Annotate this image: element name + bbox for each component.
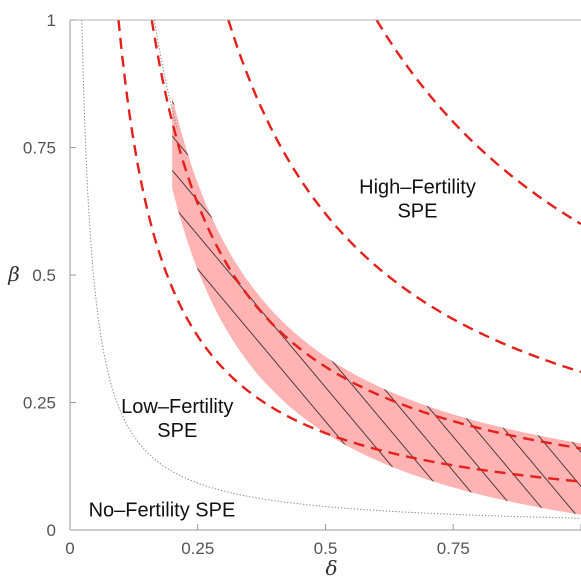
band-layer (172, 97, 581, 515)
region-annotation: High–Fertility (359, 177, 476, 199)
y-tick-label: 0 (47, 521, 56, 540)
y-tick-label: 0.5 (32, 266, 56, 285)
x-tick-label: 0.25 (181, 539, 214, 558)
x-tick-label: 0.75 (437, 539, 470, 558)
y-axis-label: β (7, 262, 20, 286)
y-tick-label: 0.25 (23, 394, 56, 413)
x-tick-label: 0 (65, 539, 74, 558)
x-axis-label: δ (325, 556, 337, 580)
region-annotation: Low–Fertility (121, 396, 233, 418)
band-hatching (172, 97, 581, 515)
region-annotation: No–Fertility SPE (89, 500, 236, 522)
region-annotation: SPE (157, 420, 197, 442)
y-tick-label: 0.75 (23, 139, 56, 158)
y-tick-label: 1 (47, 11, 56, 30)
region-annotation: SPE (397, 201, 437, 223)
